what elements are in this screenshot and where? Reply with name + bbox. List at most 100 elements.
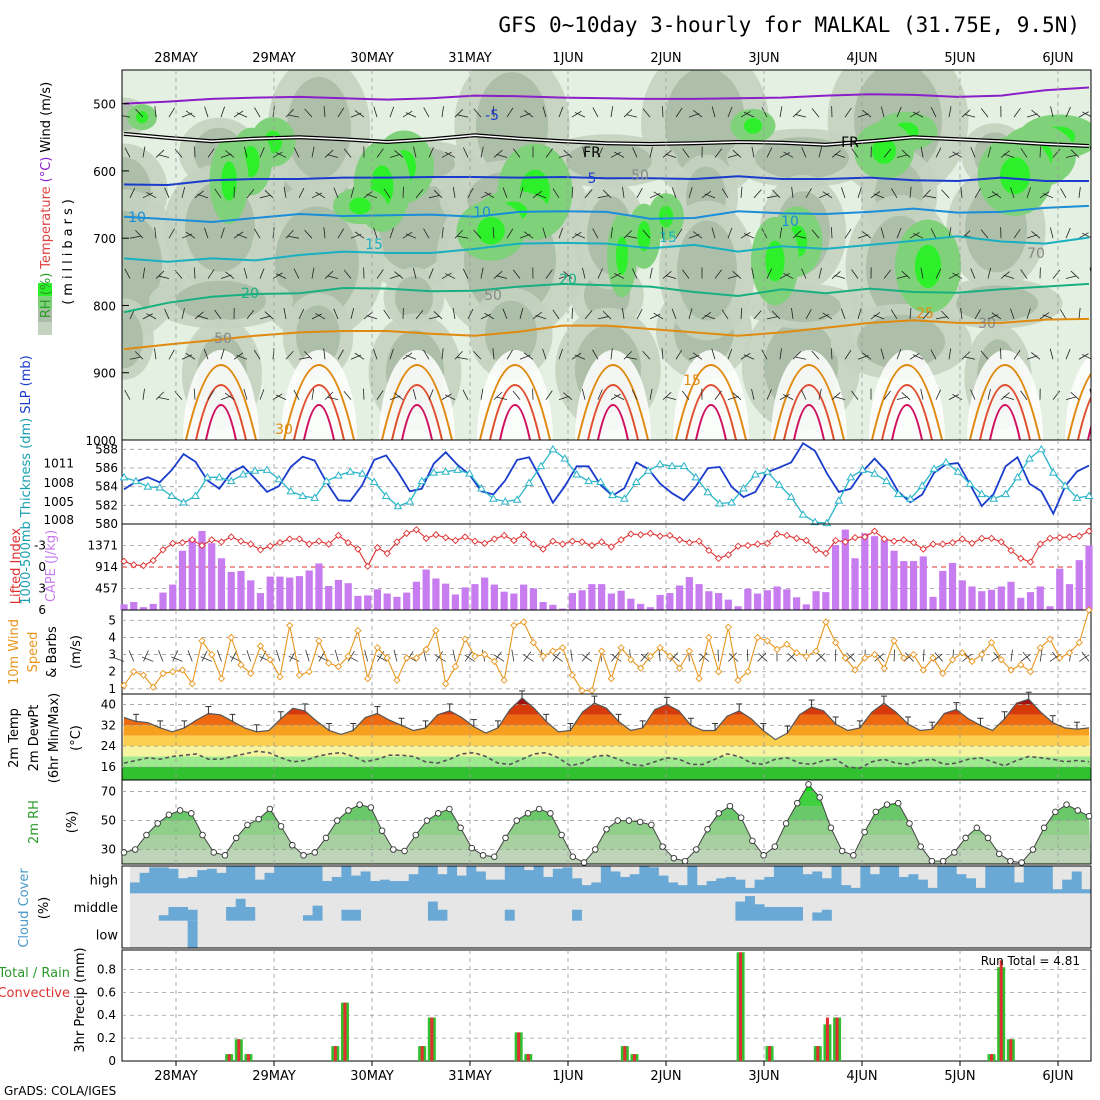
wind-barb	[181, 308, 185, 319]
date-label-top: 3JUN	[748, 51, 779, 66]
wind-barb	[779, 273, 790, 279]
wind-barb	[464, 651, 473, 662]
wind-barb	[535, 314, 547, 320]
wind-speed-point	[490, 657, 499, 666]
cloud-bar	[773, 907, 784, 921]
footer-credit: GrADS: COLA/IGES	[4, 1084, 116, 1098]
wind-barb	[920, 146, 924, 158]
lifted-index-point	[1036, 540, 1044, 548]
wind-barb	[373, 227, 378, 239]
rh-point	[872, 808, 880, 816]
wind-barb	[649, 388, 653, 400]
wind-barb	[661, 227, 664, 239]
cloud-bar	[168, 907, 179, 921]
wind-barb	[155, 391, 165, 400]
wind-barb	[350, 187, 355, 198]
cloud-bar	[235, 898, 246, 921]
wind-barb	[343, 269, 352, 279]
cape-bar	[900, 561, 908, 610]
cape-bar	[1056, 568, 1064, 610]
cape-bar	[412, 581, 421, 610]
wind-barb	[1078, 353, 1089, 360]
wind-barb	[1092, 311, 1100, 319]
rh-point	[737, 814, 745, 821]
wind-barb	[168, 228, 175, 239]
wind-barb	[662, 391, 672, 400]
wind-barb	[545, 390, 553, 400]
isotherm-bubble	[577, 364, 649, 440]
thickness-point	[524, 478, 534, 486]
temp-band	[122, 756, 1091, 767]
thickness-point	[191, 491, 200, 499]
cape-bar	[822, 592, 830, 610]
cape-bar	[773, 586, 781, 610]
wind-barb	[457, 114, 469, 118]
cloud-bar	[466, 866, 477, 894]
cloud-bar	[370, 881, 381, 894]
cloud-bar	[735, 901, 746, 921]
thickness-point	[310, 493, 319, 501]
cloud-bar	[956, 874, 967, 894]
panel-frame	[121, 609, 1092, 695]
lifted-index-point	[724, 551, 732, 559]
thickness-point	[739, 484, 748, 492]
lifted-index-point	[149, 556, 157, 565]
wind-barb	[818, 267, 822, 279]
wind-barb	[822, 312, 833, 320]
date-label-bottom: 6JUN	[1042, 1069, 1073, 1084]
thickness-point	[810, 517, 820, 526]
cape-bar	[841, 529, 849, 610]
wind-barb	[896, 106, 902, 118]
wind-barb	[681, 390, 690, 400]
wind-barb	[795, 356, 807, 360]
wind-barb	[980, 350, 989, 360]
thickness-point	[214, 472, 224, 481]
cloud-bar	[764, 907, 775, 921]
wind-barb	[987, 314, 999, 320]
run-total-label: Run Total = 4.81	[981, 954, 1080, 968]
wind-speed-point	[159, 669, 167, 678]
lifted-index-point	[237, 537, 245, 545]
lifted-index-point	[578, 538, 586, 546]
temp-band	[122, 746, 1091, 757]
wind-barb	[1026, 187, 1031, 198]
cape-bar	[666, 593, 674, 610]
wind-barb	[1013, 107, 1021, 118]
rh-point	[704, 825, 711, 833]
wind-barb	[602, 189, 612, 199]
contour-label: -5	[485, 108, 499, 124]
rh2m-panel: 30 50 70 2m RH (%)	[27, 779, 1093, 866]
rh-point	[524, 810, 532, 817]
wind-barb	[1039, 649, 1043, 662]
wind-barb	[373, 106, 378, 118]
wind-barb	[671, 187, 677, 198]
wind-barb	[861, 352, 872, 360]
wind-barb	[275, 273, 287, 279]
wind-barb	[558, 274, 570, 279]
cape-bar	[783, 589, 791, 610]
lifted-index-point	[753, 540, 762, 548]
thickness-point	[1036, 444, 1046, 453]
cloud-bar	[427, 866, 438, 894]
wind-barb	[831, 271, 841, 279]
wind-barb	[558, 154, 570, 158]
wind-speed-point	[188, 680, 196, 688]
wind-barb	[197, 194, 209, 199]
wind-speed-point	[685, 647, 693, 655]
wind-barb	[948, 152, 960, 158]
wind-barb	[846, 652, 856, 662]
cloud-bar	[447, 866, 458, 894]
wind-barb	[343, 148, 352, 158]
wind-barb	[883, 148, 892, 158]
wind-barb	[253, 228, 261, 239]
thickness-point	[774, 480, 784, 488]
cloud-bar	[427, 901, 438, 921]
ylabel-part: RH (%)	[39, 273, 54, 318]
cloud-bar	[841, 885, 852, 894]
isotherm-bubble	[587, 384, 639, 440]
cape-bar	[734, 606, 742, 610]
rh-point	[771, 843, 779, 850]
cloud-bar	[283, 866, 294, 894]
cloud-bar	[581, 885, 592, 894]
wind-barb	[801, 268, 807, 279]
